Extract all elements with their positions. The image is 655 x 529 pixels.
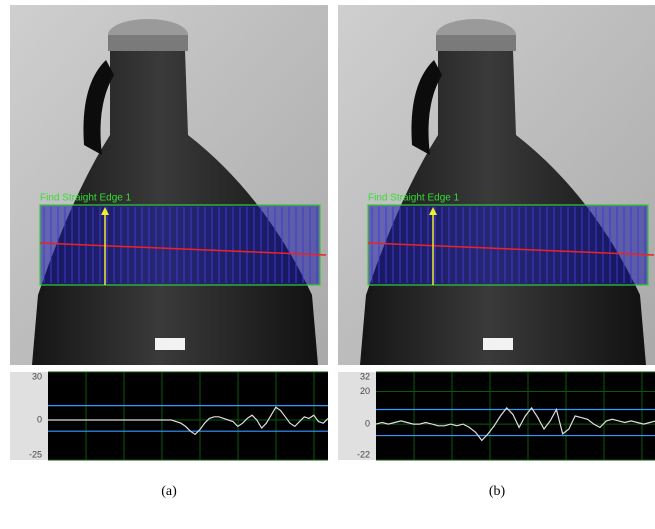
roi-label: Find Straight Edge 1 xyxy=(368,193,460,204)
arrow-head xyxy=(429,207,437,215)
plot-area xyxy=(376,372,655,460)
y-tick-label: 0 xyxy=(37,414,42,424)
y-tick-label: -22 xyxy=(357,449,370,459)
bottle-label xyxy=(155,338,185,350)
panel: Find Straight Edge 1 -22 0 20 32 (b) xyxy=(338,5,655,499)
y-tick-label: 0 xyxy=(365,419,370,429)
caption: (a) xyxy=(161,484,177,499)
bottle-label xyxy=(483,338,513,350)
roi-border xyxy=(39,204,321,286)
plot-area xyxy=(48,372,328,460)
y-tick-label: 32 xyxy=(360,371,370,381)
bottle-handle xyxy=(411,60,442,155)
y-tick-label: 20 xyxy=(360,386,370,396)
bottle-cap-rim xyxy=(436,35,516,51)
roi-label: Find Straight Edge 1 xyxy=(40,193,132,204)
bottle-handle xyxy=(83,60,114,155)
signal-line xyxy=(375,406,655,442)
signal-line xyxy=(48,406,329,436)
edge-line xyxy=(367,242,655,256)
y-tick-label: 30 xyxy=(32,371,42,381)
caption: (b) xyxy=(489,484,506,499)
y-tick-label: -25 xyxy=(29,449,42,459)
bottle-cap-rim xyxy=(108,35,188,51)
arrow-head xyxy=(101,207,109,215)
panel: Find Straight Edge 1 -25 0 30 (a) xyxy=(10,5,329,499)
edge-line xyxy=(39,242,327,256)
roi-border xyxy=(367,204,649,286)
